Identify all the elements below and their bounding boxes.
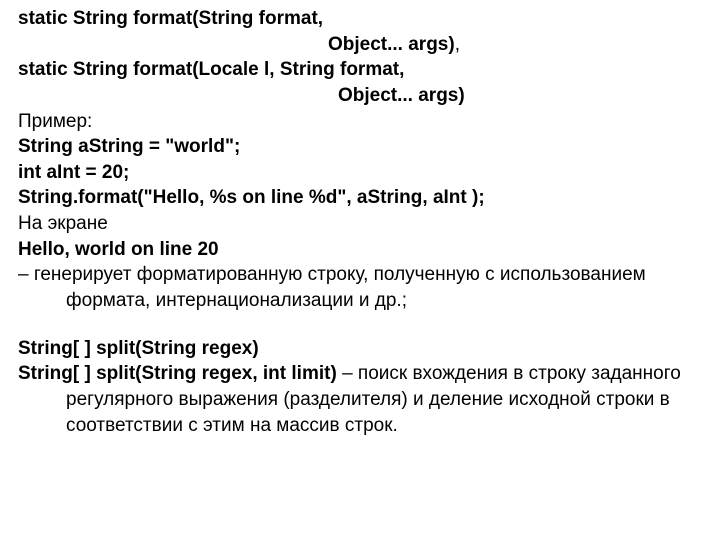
code-text: String aString = "world";: [18, 136, 240, 157]
code-line-1: String aString = "world";: [18, 134, 702, 160]
document-page: static String format(String format, Obje…: [0, 0, 720, 444]
signature-line-4: Object... args): [18, 83, 702, 109]
code-text: Object... args): [328, 34, 455, 55]
description-1: – генерирует форматированную строку, пол…: [18, 262, 702, 313]
output-label: На экране: [18, 211, 702, 237]
code-line-3: String.format("Hello, %s on line %d", aS…: [18, 185, 702, 211]
text: Пример:: [18, 111, 92, 132]
text: На экране: [18, 213, 108, 234]
punct: ,: [455, 34, 460, 55]
code-text: static String format(String format,: [18, 8, 323, 29]
code-text: int aInt = 20;: [18, 162, 129, 183]
code-text: static String format(Locale l, String fo…: [18, 59, 404, 80]
code-text: Hello, world on line 20: [18, 239, 219, 260]
code-text: String[ ] split(String regex): [18, 338, 259, 359]
code-line-2: int aInt = 20;: [18, 160, 702, 186]
signature-line-3: static String format(Locale l, String fo…: [18, 57, 702, 83]
split-signature-1: String[ ] split(String regex): [18, 336, 702, 362]
split-signature-2: String[ ] split(String regex, int limit)…: [18, 361, 702, 438]
output-line: Hello, world on line 20: [18, 237, 702, 263]
signature-line-2: Object... args),: [18, 32, 702, 58]
signature-line-1: static String format(String format,: [18, 6, 702, 32]
text: – генерирует форматированную строку, пол…: [18, 264, 651, 311]
code-text: String.format("Hello, %s on line %d", aS…: [18, 187, 485, 208]
example-label: Пример:: [18, 109, 702, 135]
code-text: Object... args): [338, 85, 465, 106]
blank-line: [18, 314, 702, 336]
code-text: String[ ] split(String regex, int limit): [18, 363, 342, 384]
